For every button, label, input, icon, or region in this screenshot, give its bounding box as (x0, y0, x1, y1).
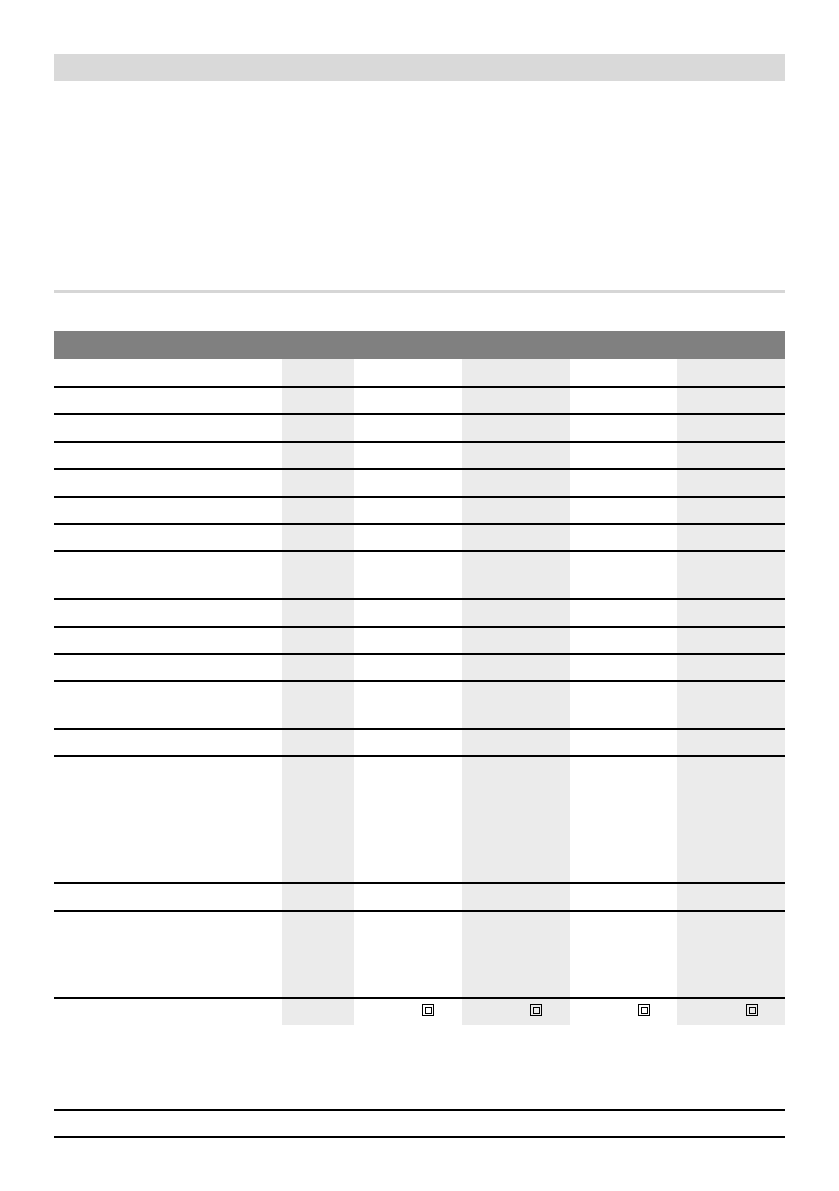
row-divider (54, 386, 785, 388)
row-divider (54, 598, 785, 600)
row-divider (54, 1109, 785, 1111)
row-divider (54, 626, 785, 628)
row-divider (54, 910, 785, 912)
row-divider (54, 468, 785, 470)
double-insulation-icon (638, 1004, 650, 1016)
double-insulation-icon (422, 1004, 434, 1016)
row-divider (54, 550, 785, 552)
table-header (54, 331, 785, 359)
row-divider (54, 1136, 785, 1138)
shaded-column-1 (282, 359, 354, 1025)
row-divider (54, 755, 785, 757)
row-divider (54, 441, 785, 443)
row-divider (54, 653, 785, 655)
shaded-column-3 (462, 359, 570, 1025)
shaded-column-5 (677, 359, 785, 1025)
row-divider (54, 523, 785, 525)
double-insulation-icon (530, 1004, 542, 1016)
double-insulation-icon (746, 1004, 758, 1016)
row-divider (54, 997, 785, 999)
section-divider (54, 290, 785, 293)
row-divider (54, 728, 785, 730)
row-divider (54, 413, 785, 415)
row-divider (54, 680, 785, 682)
row-divider (54, 882, 785, 884)
row-divider (54, 496, 785, 498)
header-bar (54, 54, 785, 81)
